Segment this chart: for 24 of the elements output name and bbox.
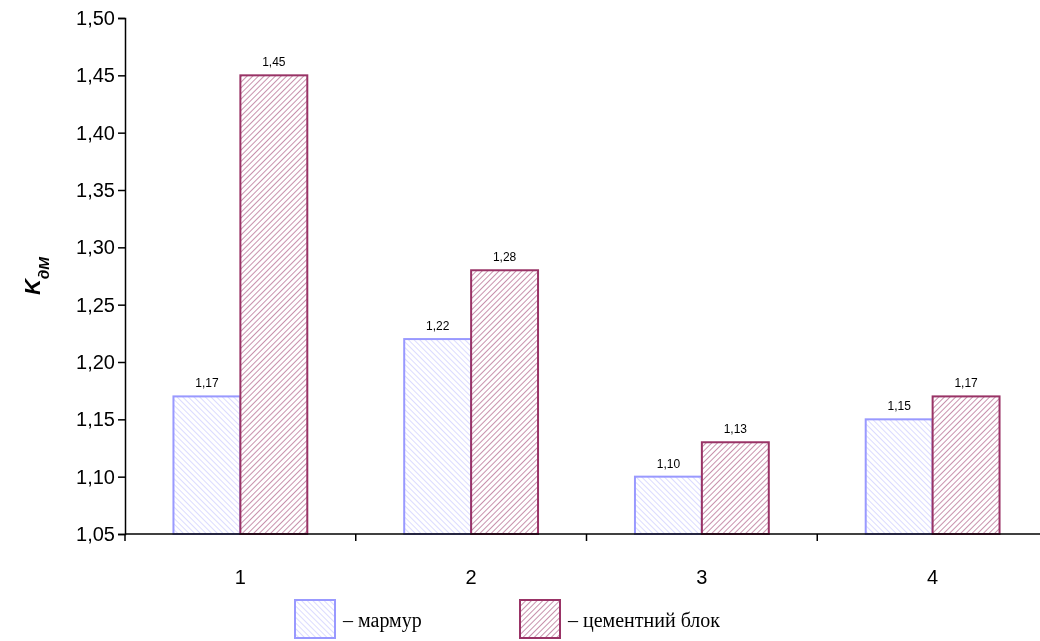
y-tick-label: 1,20 xyxy=(76,350,115,373)
legend-label: – мармур xyxy=(342,609,422,632)
data-label: 1,17 xyxy=(195,376,219,391)
y-tick-label: 1,05 xyxy=(76,522,115,545)
data-label: 1,10 xyxy=(656,456,681,471)
y-tick-label: 1,50 xyxy=(76,6,115,29)
x-tick-label: 2 xyxy=(465,566,477,588)
data-label: 1,15 xyxy=(887,399,912,414)
y-tick-label: 1,10 xyxy=(76,465,115,488)
y-tick-label: 1,30 xyxy=(76,236,115,259)
data-label: 1,13 xyxy=(723,422,748,437)
y-tick-label: 1,15 xyxy=(76,408,115,431)
legend-label: – цементний блок xyxy=(567,609,721,632)
y-tick-label: 1,35 xyxy=(76,178,115,201)
data-label: 1,45 xyxy=(262,55,286,70)
data-label: 1,17 xyxy=(954,376,979,391)
data-label: 1,28 xyxy=(492,250,517,265)
x-tick-label: 1 xyxy=(234,566,246,588)
x-tick-label: 4 xyxy=(927,566,939,588)
y-tick-label: 1,40 xyxy=(76,121,115,144)
y-tick-label: 1,45 xyxy=(76,64,115,87)
data-label: 1,22 xyxy=(425,319,450,334)
y-tick-label: 1,25 xyxy=(76,293,115,316)
x-tick-label: 3 xyxy=(696,566,708,588)
